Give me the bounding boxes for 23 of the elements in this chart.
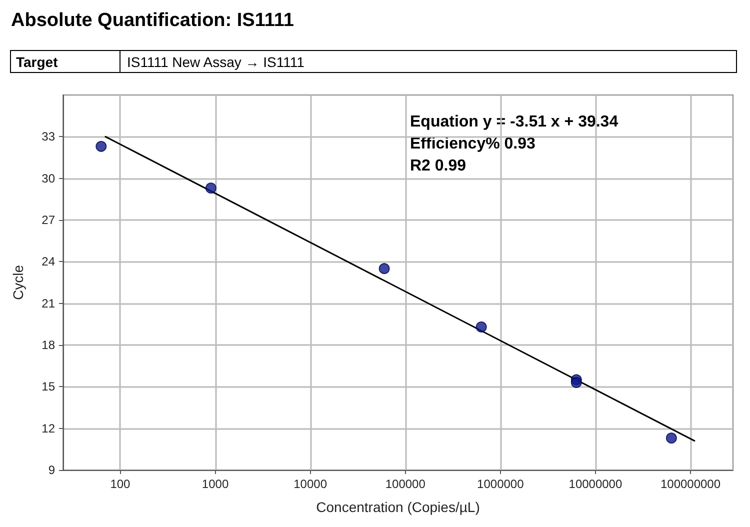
x-tick-label: 100 — [110, 477, 131, 491]
y-tick-label: 9 — [48, 463, 56, 477]
y-tick-label: 30 — [42, 171, 56, 186]
x-tick-label: 1000000 — [477, 477, 524, 491]
y-tick-label: 21 — [42, 296, 56, 310]
x-tick-label: 1000 — [202, 477, 229, 491]
y-tick-label: 24 — [42, 254, 56, 269]
text: Target — [16, 54, 58, 70]
chart-title: Absolute Quantification: IS1111 — [11, 10, 294, 31]
y-tick-label: 33 — [42, 130, 56, 144]
annotation: Efficiency% 0.93 — [410, 136, 536, 152]
x-axis-title: Concentration (Copies/µL) — [316, 499, 480, 515]
y-tick-label: 27 — [42, 213, 56, 227]
y-tick-label: 12 — [42, 421, 56, 436]
y-tick-label: 18 — [42, 338, 56, 352]
text: IS1111 New Assay → IS1111 — [127, 54, 305, 70]
x-tick-label: 100000000 — [660, 477, 721, 491]
y-axis-title: Cycle — [10, 264, 26, 300]
x-tick-label: 10000 — [294, 477, 328, 491]
y-tick-label: 15 — [42, 380, 56, 394]
x-tick-label: 10000000 — [568, 477, 622, 491]
annotation: R2 0.99 — [410, 158, 466, 174]
x-tick-label: 100000 — [385, 477, 426, 491]
